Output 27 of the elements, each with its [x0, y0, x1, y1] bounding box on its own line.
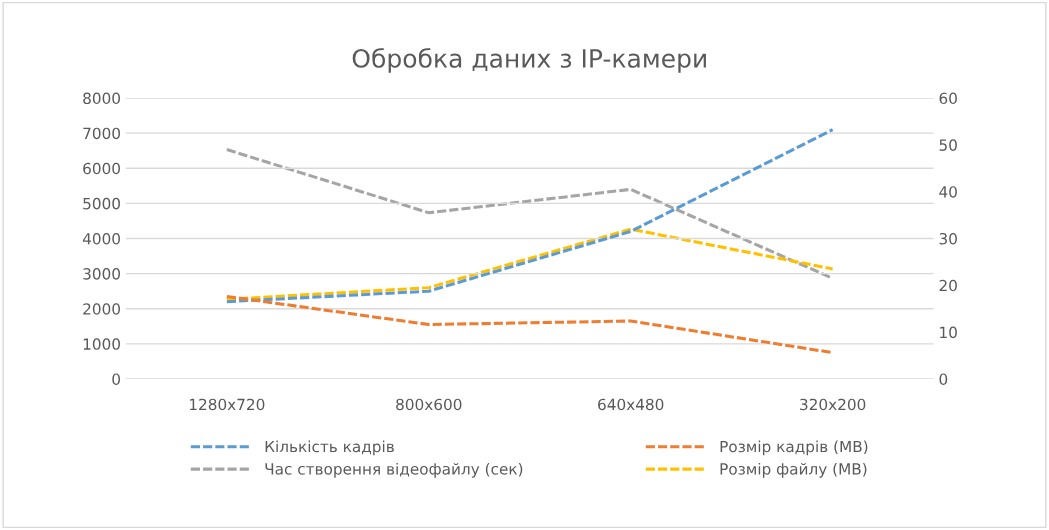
- y-tick-label: 1000: [83, 338, 120, 350]
- y-tick-label: 8000: [83, 92, 120, 105]
- y2-tick-label: 50: [939, 139, 957, 151]
- y-tick-label: 4000: [82, 232, 120, 245]
- y2-tick-label: 30: [939, 232, 957, 245]
- x-tick-label: 800x600: [396, 398, 462, 411]
- y-tick-label: 5000: [83, 197, 120, 210]
- y2-tick-label: 0: [939, 373, 948, 385]
- legend-label: Кількість кадрів: [265, 440, 394, 456]
- line-series: [225, 227, 835, 301]
- y-tick-label: 2000: [83, 303, 120, 315]
- legend-label: Розмір кадрів (MB): [720, 440, 868, 456]
- y-tick-label: 6000: [83, 162, 120, 175]
- y-tick-label: 0: [112, 373, 120, 385]
- legend-label: Розмір файлу (MB): [720, 462, 867, 478]
- x-tick-label: 640x480: [598, 398, 664, 411]
- x-tick-label: 1280x720: [189, 398, 265, 411]
- y2-tick-label: 40: [939, 186, 957, 198]
- legend-label: Час створення відеофайлу (сек): [265, 462, 523, 478]
- y2-tick-label: 10: [940, 326, 957, 339]
- x-tick-label: 320x200: [800, 398, 866, 411]
- chart-title: Обробка даних з IP-камери: [352, 48, 706, 73]
- y2-tick-label: 20: [939, 279, 957, 292]
- y2-tick-label: 60: [939, 92, 957, 105]
- y-tick-label: 7000: [83, 127, 120, 140]
- line-series: [225, 128, 835, 304]
- y-tick-label: 3000: [83, 268, 120, 280]
